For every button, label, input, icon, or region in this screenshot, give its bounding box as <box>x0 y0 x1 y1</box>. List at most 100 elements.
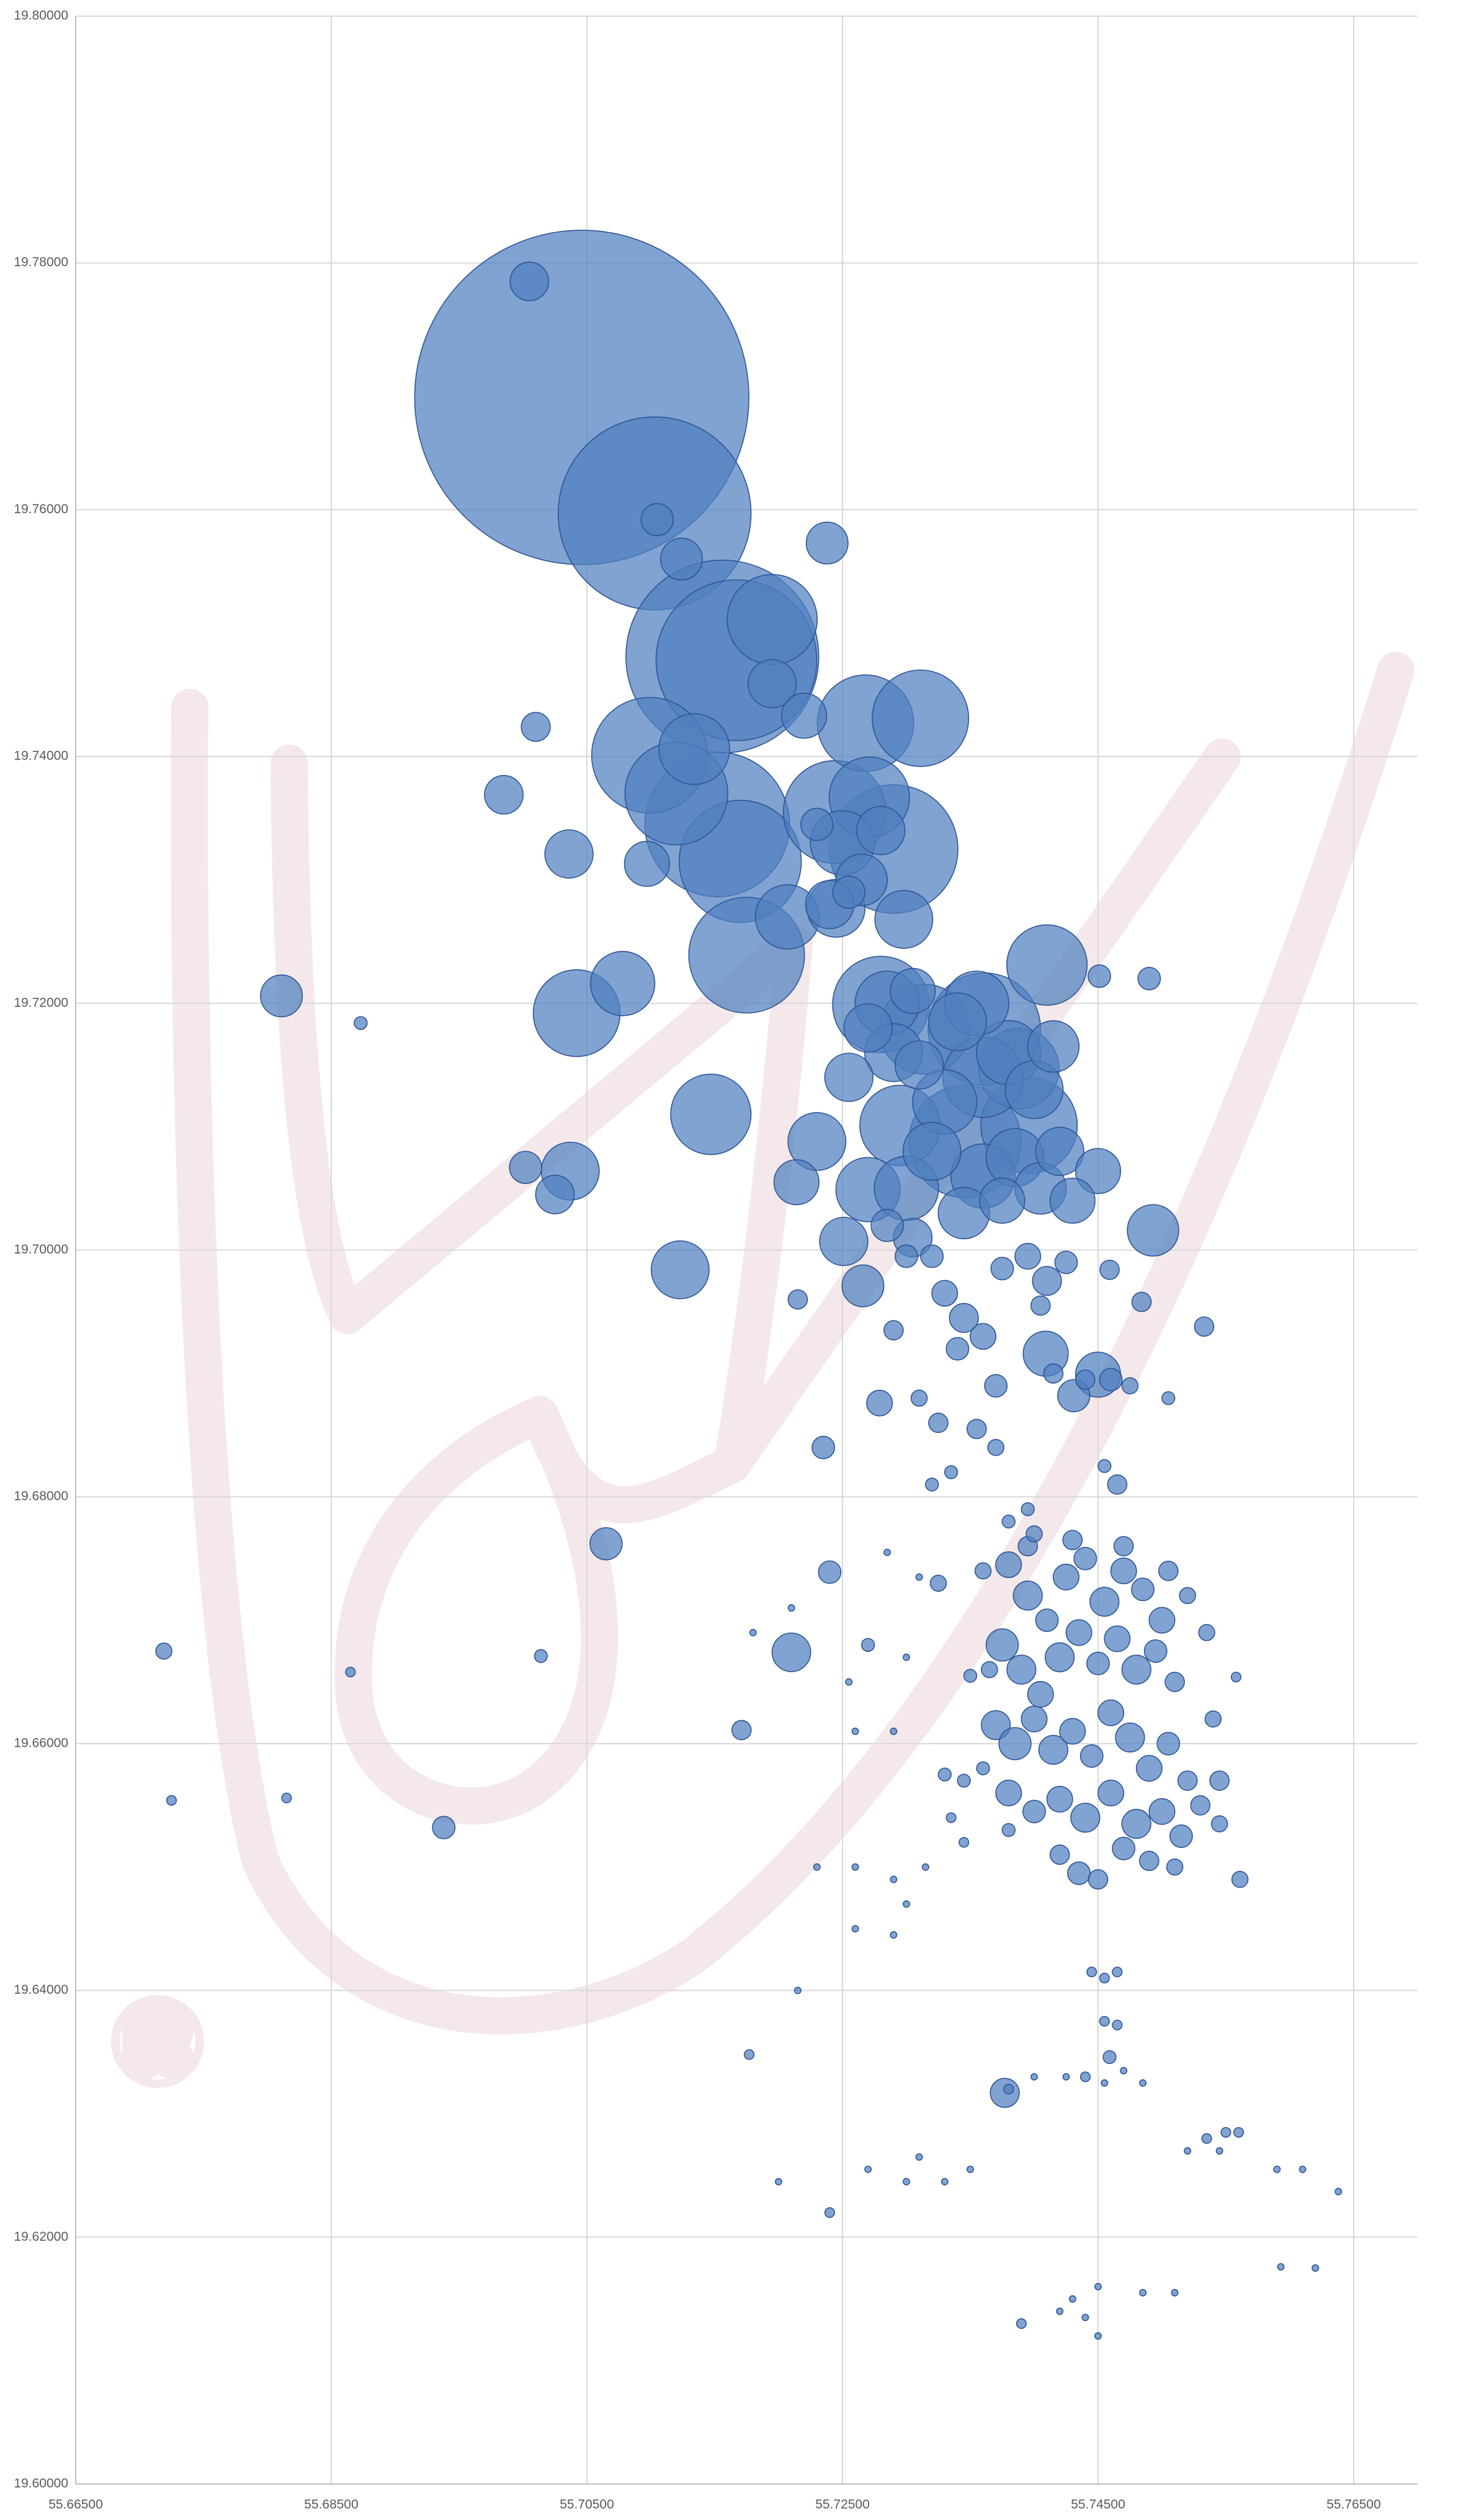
bubble <box>818 1560 842 1584</box>
bubble <box>1006 924 1088 1006</box>
bubble <box>1161 1391 1176 1406</box>
bubble <box>1062 2073 1070 2081</box>
bubble <box>1099 1973 1110 1984</box>
y-tick-label: 19.78000 <box>14 255 68 269</box>
bubble <box>1062 1530 1083 1551</box>
bubble <box>1139 1850 1159 1872</box>
bubble <box>1021 1705 1048 1733</box>
bubble <box>354 1016 368 1030</box>
y-tick-label: 19.76000 <box>14 502 68 516</box>
bubble <box>1065 1619 1092 1646</box>
bubble <box>1201 2133 1212 2144</box>
tick-labels: 19.60000 19.62000 19.64000 19.66000 19.68000… <box>14 9 1380 2512</box>
bubble <box>1121 1654 1151 1685</box>
bubble <box>851 1925 859 1933</box>
bubble <box>1094 2332 1102 2340</box>
bubble <box>937 1767 952 1782</box>
bubble <box>544 829 594 879</box>
watermark-stroke <box>334 1396 619 1825</box>
bubble <box>1148 1607 1176 1634</box>
bubble <box>958 1837 970 1848</box>
bubble <box>787 1112 847 1171</box>
bubble <box>484 774 524 815</box>
bubble <box>744 2049 755 2060</box>
bubble <box>787 1604 795 1612</box>
bubble <box>967 2165 974 2173</box>
bubble <box>864 2165 872 2173</box>
bubble <box>890 967 936 1014</box>
y-tick-label: 19.66000 <box>14 1736 68 1750</box>
bubble <box>1086 1966 1097 1978</box>
bubble <box>805 521 849 565</box>
bubble <box>589 1527 623 1561</box>
bubble <box>1110 1557 1137 1585</box>
bubble <box>726 574 818 665</box>
bubble <box>1277 2263 1285 2271</box>
bubble <box>813 1863 821 1871</box>
bubble <box>929 1574 947 1592</box>
bubble <box>1030 1295 1051 1316</box>
bubble <box>928 1412 949 1433</box>
bubble <box>832 876 866 909</box>
bubble <box>1056 2307 1064 2315</box>
bubble <box>966 1419 987 1440</box>
bubble <box>773 1159 820 1206</box>
bubble <box>970 1323 997 1350</box>
bubble <box>534 1649 548 1663</box>
bubble <box>1220 2127 1231 2138</box>
bubble <box>856 805 906 856</box>
bubbles <box>155 230 1343 2340</box>
bubble <box>1032 1266 1062 1296</box>
bubble <box>1022 1800 1046 1824</box>
bubble <box>659 537 703 581</box>
bubble <box>787 1289 808 1310</box>
bubble <box>927 992 987 1052</box>
bubble <box>811 1435 836 1460</box>
watermark-stroke <box>270 738 1241 1483</box>
bubble <box>1115 1722 1145 1753</box>
bubble <box>903 1653 910 1661</box>
bubble <box>1179 1587 1196 1605</box>
bubble <box>949 1303 979 1333</box>
bubble <box>903 2177 910 2186</box>
bubble <box>915 1573 923 1581</box>
bubble <box>1198 1624 1215 1641</box>
x-tick-label: 55.74500 <box>1071 2498 1125 2512</box>
bubble <box>1215 2147 1223 2155</box>
bubble <box>623 841 670 887</box>
bubble <box>1121 1809 1151 1839</box>
bubble <box>944 1465 958 1479</box>
bubble <box>990 1257 1014 1281</box>
bubble <box>1089 1587 1120 1617</box>
bubble <box>990 2078 1020 2108</box>
bubble <box>521 712 551 742</box>
bubble <box>1068 2295 1076 2303</box>
bubble <box>670 1074 752 1155</box>
bubble <box>1075 1148 1122 1195</box>
bubble <box>1027 1680 1054 1708</box>
bubble <box>902 1122 962 1181</box>
bubble <box>1094 2282 1102 2290</box>
bubble <box>1231 1870 1249 1888</box>
bubble <box>1204 1710 1222 1728</box>
watermark-stroke <box>521 1396 751 1523</box>
bubble <box>1190 1795 1211 1816</box>
bubble <box>1209 1770 1230 1791</box>
bubble <box>995 1779 1022 1806</box>
y-tick-label: 19.60000 <box>14 2477 68 2491</box>
bubble <box>281 1792 292 1803</box>
bubble <box>1081 2313 1089 2321</box>
bubble <box>1230 1671 1242 1683</box>
bubble <box>1112 1966 1123 1978</box>
bubble <box>998 1727 1032 1760</box>
bubble <box>984 1374 1008 1398</box>
bubble <box>1164 1672 1185 1692</box>
bubble <box>1086 1651 1110 1675</box>
bubble <box>890 1728 898 1735</box>
bubble <box>1156 1731 1181 1755</box>
x-tick-label: 55.76500 <box>1326 2498 1381 2512</box>
bubble <box>640 503 674 537</box>
bubble <box>1075 1369 1096 1390</box>
bubble <box>985 1628 1019 1662</box>
bubble <box>1012 1581 1043 1611</box>
